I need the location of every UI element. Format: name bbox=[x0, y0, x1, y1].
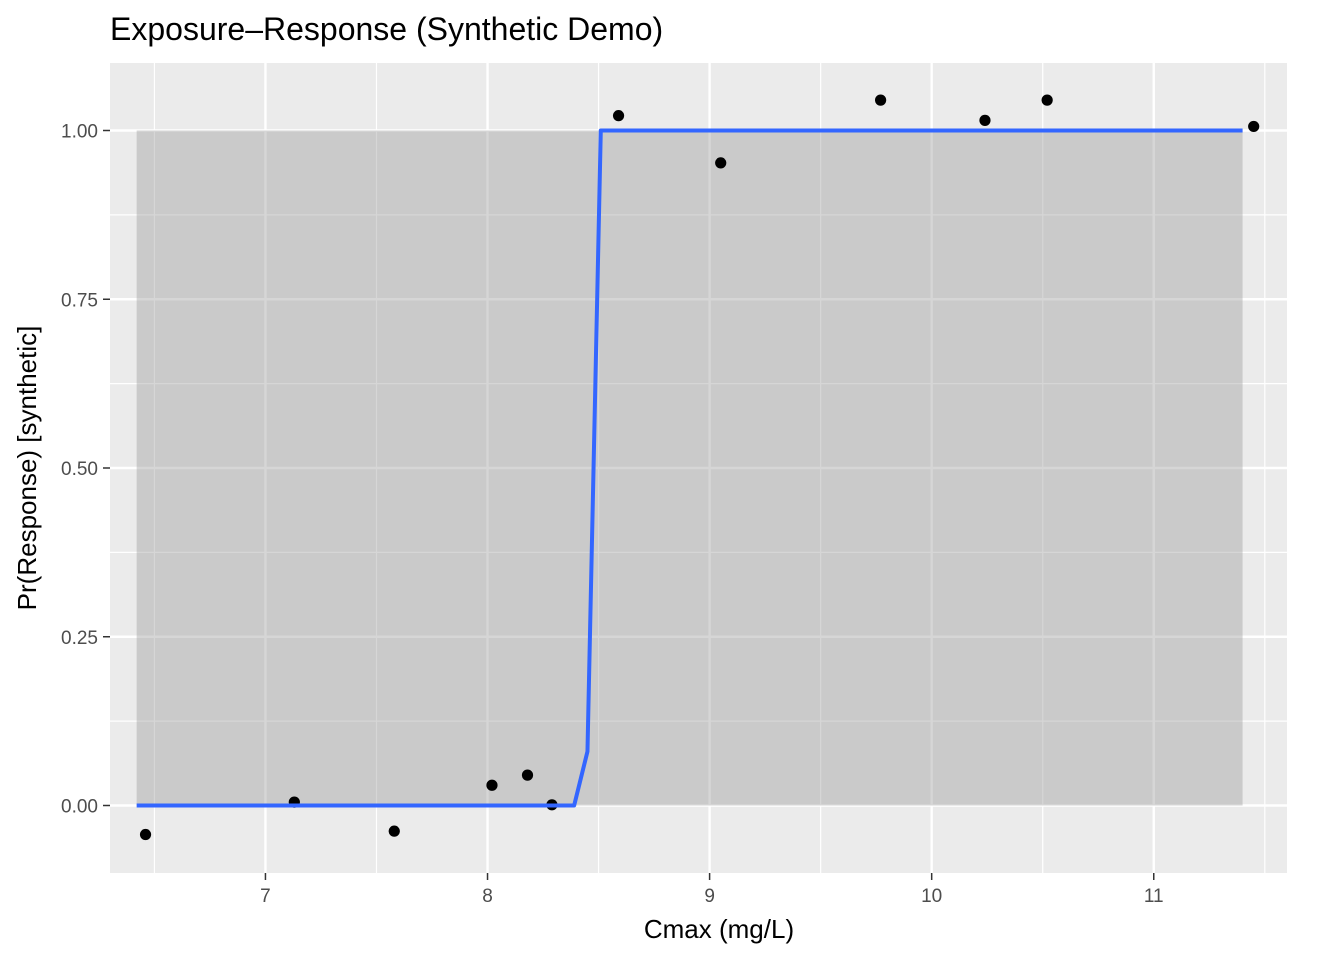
x-tick-label: 8 bbox=[482, 886, 493, 907]
x-axis-ticks: 7 8 9 10 11 bbox=[260, 873, 1164, 907]
y-tick-label: 0.50 bbox=[61, 459, 98, 480]
y-axis-label: Pr(Response) [synthetic] bbox=[12, 326, 42, 611]
data-point bbox=[388, 825, 400, 837]
data-point bbox=[486, 779, 498, 791]
data-point bbox=[612, 110, 625, 122]
data-point bbox=[1248, 120, 1260, 133]
x-axis-label: Cmax (mg/L) bbox=[644, 914, 794, 944]
data-point bbox=[715, 157, 727, 169]
y-tick-label: 0.00 bbox=[61, 797, 98, 818]
x-tick-label: 7 bbox=[260, 886, 271, 907]
data-point bbox=[139, 828, 152, 841]
y-tick-label: 0.25 bbox=[61, 628, 98, 649]
data-point bbox=[521, 769, 534, 781]
data-point bbox=[875, 94, 887, 106]
data-point bbox=[979, 114, 991, 126]
chart-title: Exposure–Response (Synthetic Demo) bbox=[110, 11, 663, 47]
x-tick-label: 9 bbox=[704, 886, 715, 907]
fit-line bbox=[136, 128, 1243, 808]
y-axis-ticks: 0.00 0.25 0.50 0.75 1.00 bbox=[61, 122, 110, 818]
y-tick-label: 0.75 bbox=[61, 290, 98, 311]
data-point bbox=[1041, 94, 1053, 106]
fit-line-layer bbox=[136, 128, 1243, 808]
x-tick-label: 10 bbox=[921, 886, 942, 907]
x-tick-label: 11 bbox=[1144, 886, 1164, 907]
confidence-band bbox=[136, 130, 1243, 806]
y-tick-label: 1.00 bbox=[61, 122, 98, 143]
confidence-band-layer bbox=[136, 130, 1243, 806]
